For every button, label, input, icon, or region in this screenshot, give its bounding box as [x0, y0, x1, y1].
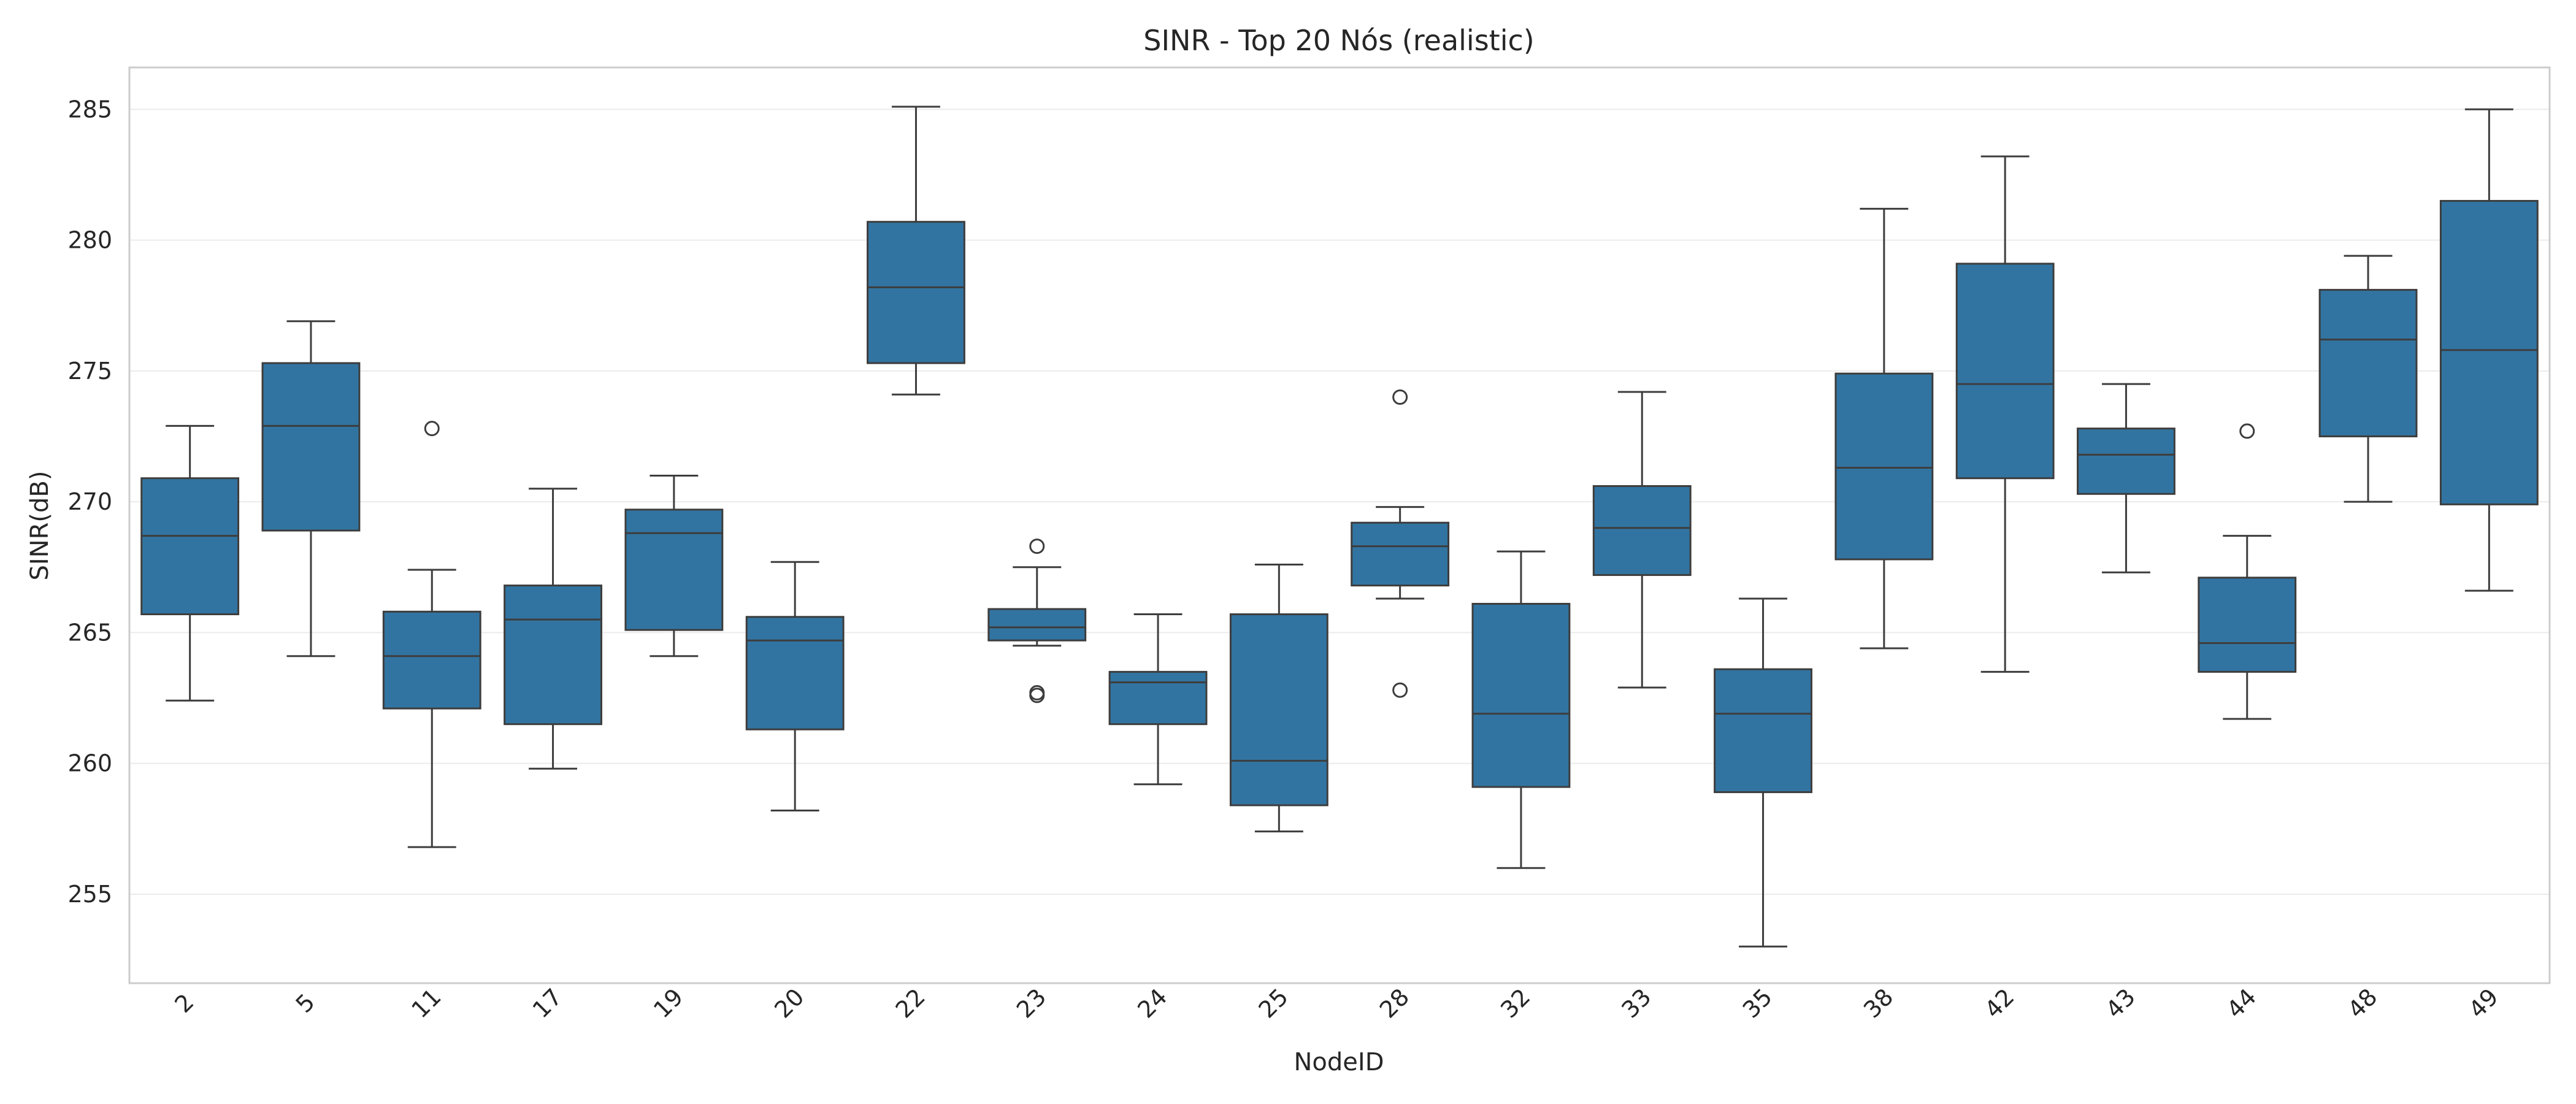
x-tick-label: 23 [1011, 983, 1051, 1023]
box-5 [261, 320, 361, 657]
x-tick-label: 44 [2221, 983, 2261, 1023]
y-tick-label: 285 [67, 96, 112, 123]
x-tick-label: 42 [1979, 983, 2019, 1023]
y-tick-label: 260 [67, 750, 112, 777]
box-32 [1471, 550, 1571, 869]
outlier-point [2239, 423, 2255, 439]
box-43 [2077, 383, 2175, 573]
y-tick-label: 270 [67, 488, 112, 515]
box-48 [2318, 255, 2418, 503]
x-tick-label: 33 [1616, 983, 1656, 1023]
box-33 [1592, 391, 1692, 689]
box-44 [2198, 423, 2297, 720]
iqr-box [1351, 521, 1450, 587]
x-tick-label: 28 [1374, 983, 1414, 1023]
box-17 [504, 488, 602, 770]
x-tick-label: 25 [1254, 983, 1294, 1023]
iqr-box [504, 585, 602, 726]
x-tick-label: 24 [1132, 983, 1172, 1023]
x-tick-label: 11 [406, 983, 446, 1023]
iqr-box [2318, 289, 2418, 437]
x-tick-label: 5 [291, 989, 320, 1018]
box-49 [2439, 108, 2539, 592]
x-axis-label: NodeID [1294, 1048, 1384, 1076]
y-tick-label: 255 [67, 881, 112, 908]
iqr-box [382, 610, 481, 710]
x-tick-label: 35 [1738, 983, 1777, 1023]
box-42 [1955, 155, 2055, 673]
x-tick-label: 48 [2342, 983, 2382, 1023]
x-tick-label: 38 [1858, 983, 1898, 1023]
x-tick-label: 43 [2101, 983, 2141, 1023]
iqr-box [140, 477, 240, 616]
iqr-box [261, 362, 361, 532]
x-axis-ticks: 2 5 11 17 19 20 22 23 24 25 28 32 33 35 38 42 43 44 48 49 [169, 983, 2503, 1023]
iqr-box [1471, 602, 1571, 788]
x-tick-label: 49 [2464, 983, 2504, 1023]
x-tick-label: 20 [769, 983, 809, 1023]
box-38 [1834, 207, 1934, 650]
box-22 [867, 105, 965, 396]
grid-lines [129, 109, 2550, 895]
iqr-box [1592, 485, 1692, 577]
box-28 [1351, 389, 1450, 698]
x-tick-label: 32 [1495, 983, 1535, 1023]
y-tick-label: 280 [67, 227, 112, 254]
iqr-box [624, 508, 724, 631]
iqr-box [2198, 577, 2297, 673]
box-35 [1714, 597, 1812, 948]
y-tick-label: 275 [67, 358, 112, 385]
box-25 [1229, 563, 1328, 833]
iqr-box [1834, 372, 1934, 561]
box-20 [745, 561, 845, 811]
iqr-box [745, 616, 845, 730]
outlier-point [1392, 682, 1408, 698]
iqr-box [1229, 613, 1328, 807]
box-2 [140, 424, 240, 702]
x-tick-label: 19 [648, 983, 688, 1023]
iqr-box [2077, 427, 2175, 495]
outlier-point [1392, 389, 1408, 405]
chart-title: SINR - Top 20 Nós (realistic) [1143, 24, 1534, 57]
box-11 [382, 421, 481, 848]
outlier-point [424, 421, 440, 437]
iqr-box [867, 221, 965, 364]
plot-frame [128, 66, 2551, 984]
box-19 [624, 474, 724, 657]
x-tick-label: 2 [169, 989, 199, 1018]
y-axis-label: SINR(dB) [26, 471, 54, 581]
box-series [140, 105, 2539, 948]
y-axis-ticks: 255 260 265 270 275 280 285 [67, 96, 112, 908]
iqr-box [1955, 263, 2055, 480]
x-tick-label: 22 [891, 983, 930, 1023]
iqr-box [1714, 668, 1812, 794]
box-23 [987, 539, 1087, 703]
y-tick-label: 265 [67, 619, 112, 646]
outlier-point [1029, 539, 1045, 554]
x-tick-label: 17 [527, 983, 567, 1023]
outlier-point [1029, 688, 1045, 703]
box-24 [1108, 613, 1208, 786]
iqr-box [2439, 200, 2539, 505]
iqr-box [987, 608, 1087, 642]
iqr-box [1108, 670, 1208, 726]
